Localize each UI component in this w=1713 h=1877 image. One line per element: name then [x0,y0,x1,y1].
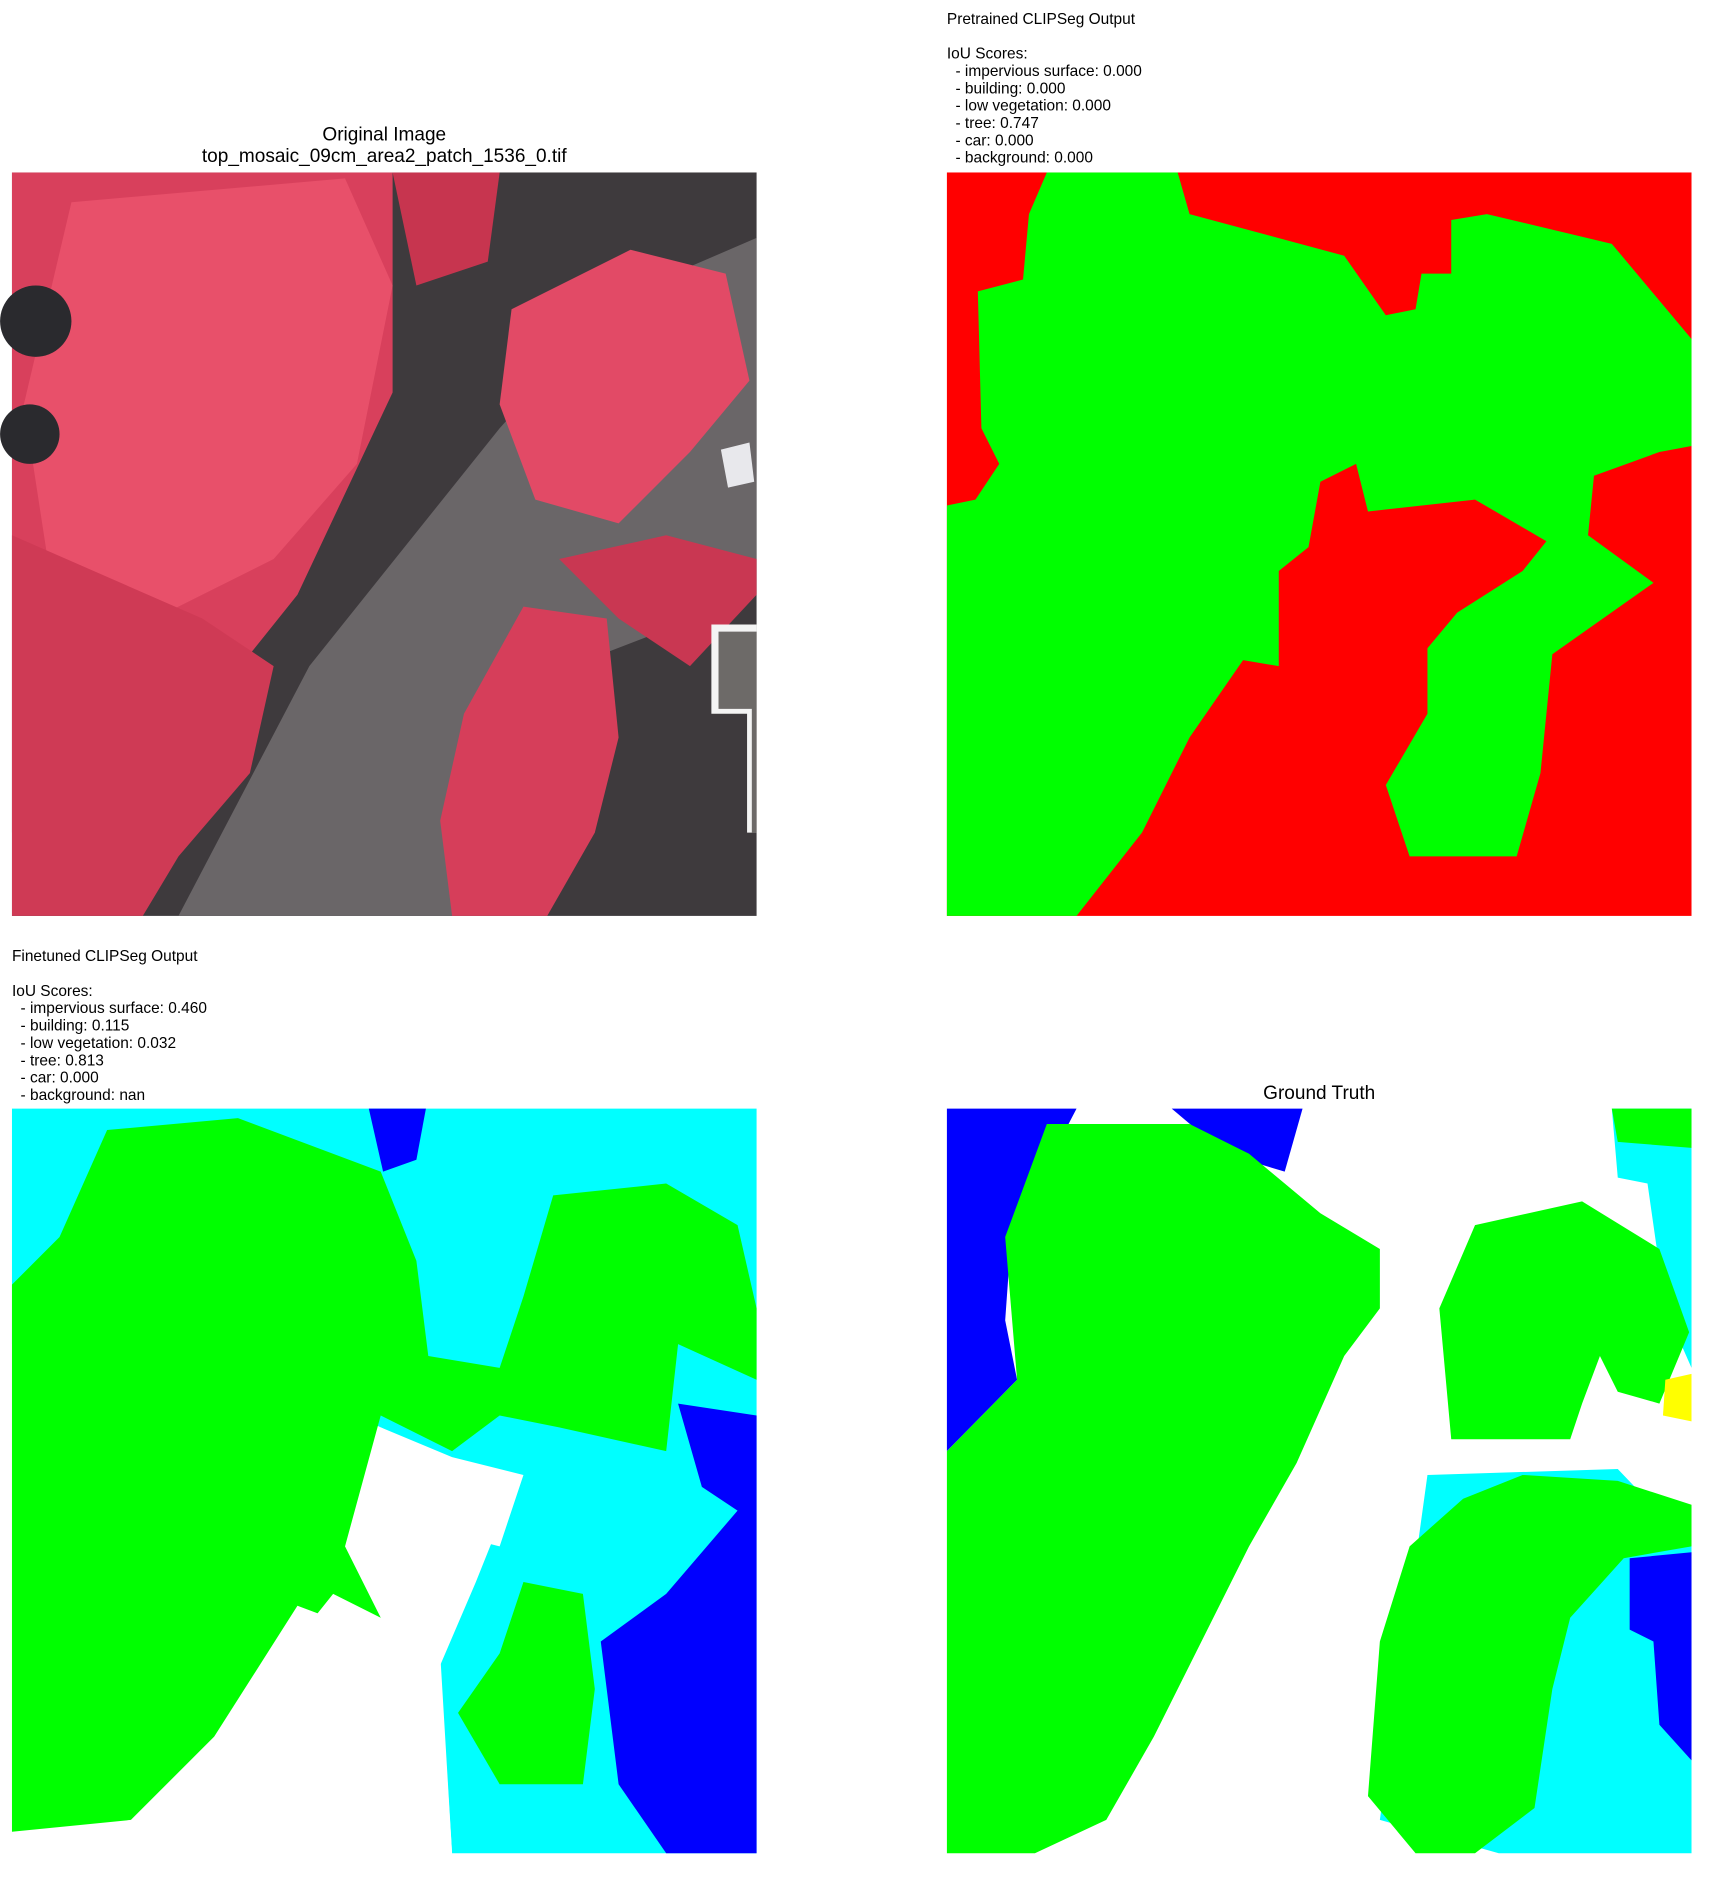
original-image [0,172,757,916]
iou-score: - building: 0.115 [12,1018,129,1035]
iou-score: - background: nan [12,1087,145,1104]
panel-title: top_mosaic_09cm_area2_patch_1536_0.tif [202,146,567,167]
iou-score: - tree: 0.747 [947,115,1039,132]
ground-truth-mask [946,1108,1692,1854]
iou-heading: IoU Scores: [947,46,1028,63]
iou-score: - background: 0.000 [947,150,1093,167]
iou-score: - impervious surface: 0.460 [12,1000,207,1017]
iou-score: - low vegetation: 0.032 [12,1035,176,1052]
iou-score: - tree: 0.813 [12,1052,104,1069]
iou-score: - impervious surface: 0.000 [947,63,1142,80]
iou-score: - car: 0.000 [947,132,1034,149]
finetuned-mask [11,1108,757,1854]
pretrained-mask [946,172,1692,916]
panel-title: Finetuned CLIPSeg Output [12,948,198,965]
iou-score: - building: 0.000 [947,80,1066,97]
panel-title: Ground Truth [1263,1083,1375,1104]
panel-title: Original Image [322,124,446,145]
iou-heading: IoU Scores: [12,983,93,1000]
iou-score: - car: 0.000 [12,1070,99,1087]
iou-score: - low vegetation: 0.000 [947,98,1111,115]
panel-title: Pretrained CLIPSeg Output [947,11,1136,28]
